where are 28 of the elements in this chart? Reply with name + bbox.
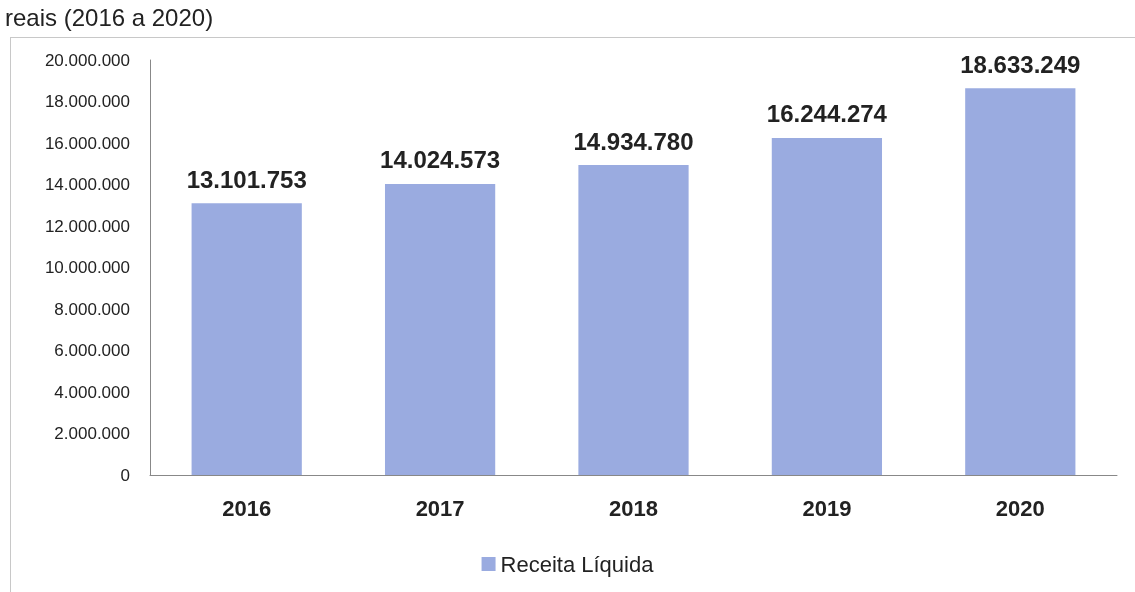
bar [965, 88, 1076, 475]
bar [578, 165, 689, 475]
x-tick-label: 2018 [609, 495, 658, 521]
y-tick-label: 10.000.000 [44, 258, 130, 277]
y-tick-label: 2.000.000 [54, 424, 130, 443]
chart-title: reais (2016 a 2020) [5, 3, 214, 31]
data-label: 13.101.753 [186, 165, 307, 193]
legend-label: Receita Líquida [500, 551, 655, 577]
data-label: 14.024.573 [380, 146, 501, 174]
bar [771, 137, 883, 475]
y-tick-label: 12.000.000 [44, 216, 130, 236]
bar [384, 183, 496, 475]
y-tick-label: 4.000.000 [54, 382, 130, 402]
bar [191, 203, 302, 475]
x-tick-label: 2017 [415, 495, 465, 521]
x-tick-label: 2016 [222, 495, 272, 521]
y-tick-label: 0 [120, 465, 130, 485]
y-tick-label: 8.000.000 [54, 299, 130, 319]
y-tick-label: 16.000.000 [44, 133, 130, 153]
data-label: 16.244.274 [766, 100, 888, 128]
y-tick-label: 18.000.000 [44, 92, 130, 111]
x-tick-label: 2020 [995, 495, 1045, 521]
data-label: 18.633.249 [960, 50, 1081, 78]
data-label: 14.934.780 [573, 127, 694, 155]
y-tick-label: 14.000.000 [44, 175, 130, 194]
y-tick-label: 20.000.000 [44, 50, 130, 70]
x-tick-label: 2019 [802, 495, 852, 521]
y-tick-label: 6.000.000 [54, 341, 130, 360]
